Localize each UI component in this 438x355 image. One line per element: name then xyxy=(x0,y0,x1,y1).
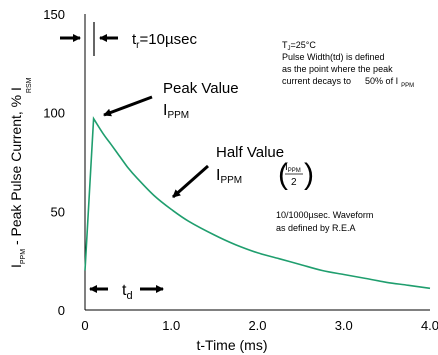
waveform-note-line1: 10/1000µsec. Waveform xyxy=(276,210,373,220)
x-tick-label: 0 xyxy=(81,318,88,333)
svg-text:IPPM: IPPM xyxy=(285,162,301,174)
y-tick-label: 150 xyxy=(43,7,65,22)
svg-text:(: ( xyxy=(278,158,288,191)
half-value-fraction: ( IPPM 2 ) xyxy=(278,158,314,191)
half-value-ippm: IPPM xyxy=(216,167,242,186)
peak-arrow xyxy=(103,95,153,117)
y-tick-label: 50 xyxy=(51,204,65,219)
x-tick-labels: 0 1.0 2.0 3.0 4.0 xyxy=(81,318,438,333)
half-value-arrow xyxy=(172,164,209,199)
svg-text:): ) xyxy=(304,158,314,191)
y-tick-labels: 0 50 100 150 xyxy=(43,7,65,318)
tr-label: tr=10µsec xyxy=(132,31,197,51)
y-axis-label: IPPM - Peak Pulse Current, % IRSM xyxy=(8,77,33,268)
peak-value-label: Peak Value xyxy=(163,80,239,97)
y-tick-label: 0 xyxy=(58,303,65,318)
waveform-note-line2: as defined by R.E.A xyxy=(276,223,356,233)
svg-text:TJ=25°C: TJ=25°C xyxy=(282,40,316,52)
x-tick-label: 3.0 xyxy=(335,318,353,333)
x-tick-label: 4.0 xyxy=(421,318,438,333)
svg-text:Pulse Width(td) is defined: Pulse Width(td) is defined xyxy=(282,52,385,62)
conditions-note: TJ=25°C Pulse Width(td) is defined as th… xyxy=(282,40,414,89)
half-value-label: Half Value xyxy=(216,144,284,161)
svg-text:as the point where the peak: as the point where the peak xyxy=(282,64,393,74)
peak-value-ippm: IPPM xyxy=(163,102,189,121)
td-label: td xyxy=(122,282,133,302)
x-axis-label: t-Time (ms) xyxy=(196,337,267,353)
pulse-waveform-line xyxy=(84,116,431,290)
svg-text:2: 2 xyxy=(291,177,297,188)
x-tick-label: 1.0 xyxy=(162,318,180,333)
y-tick-label: 100 xyxy=(43,106,65,121)
x-tick-label: 2.0 xyxy=(248,318,266,333)
